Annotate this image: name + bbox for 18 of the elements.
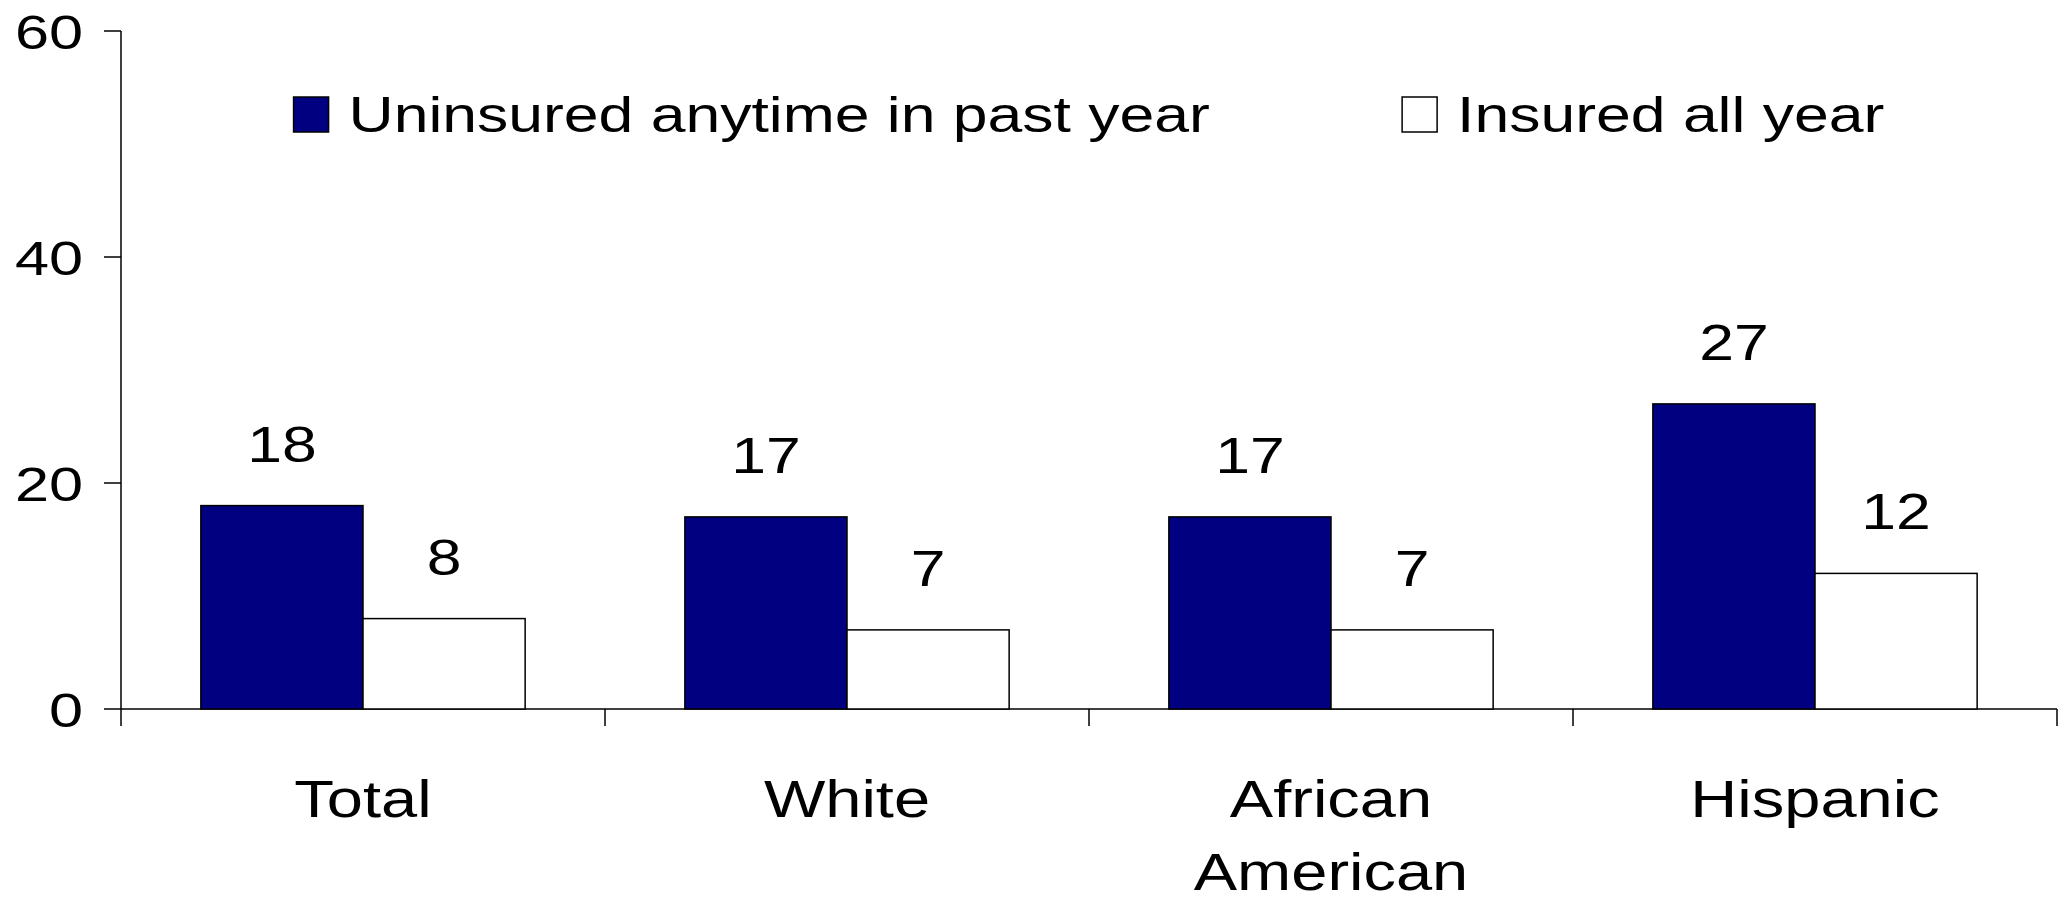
data-label: 27 <box>1699 314 1769 371</box>
y-tick-label: 40 <box>14 230 83 286</box>
data-label: 8 <box>426 529 462 586</box>
x-tick-label: Total <box>294 770 432 828</box>
legend-label: Uninsured anytime in past year <box>348 86 1210 143</box>
y-tick-label: 0 <box>48 682 83 738</box>
data-label: 18 <box>247 416 317 473</box>
data-label: 17 <box>731 427 801 484</box>
data-label: 17 <box>1215 427 1285 484</box>
legend-label: Insured all year <box>1457 86 1885 143</box>
x-tick-label: White <box>763 770 931 828</box>
x-tick-label: Hispanic <box>1690 770 1940 828</box>
data-label: 7 <box>910 540 946 597</box>
data-label: 12 <box>1861 484 1931 540</box>
y-tick-label: 60 <box>14 4 83 60</box>
x-tick-label: African American <box>1193 770 1469 897</box>
data-label: 7 <box>1394 540 1430 597</box>
y-tick-label: 20 <box>14 456 83 512</box>
